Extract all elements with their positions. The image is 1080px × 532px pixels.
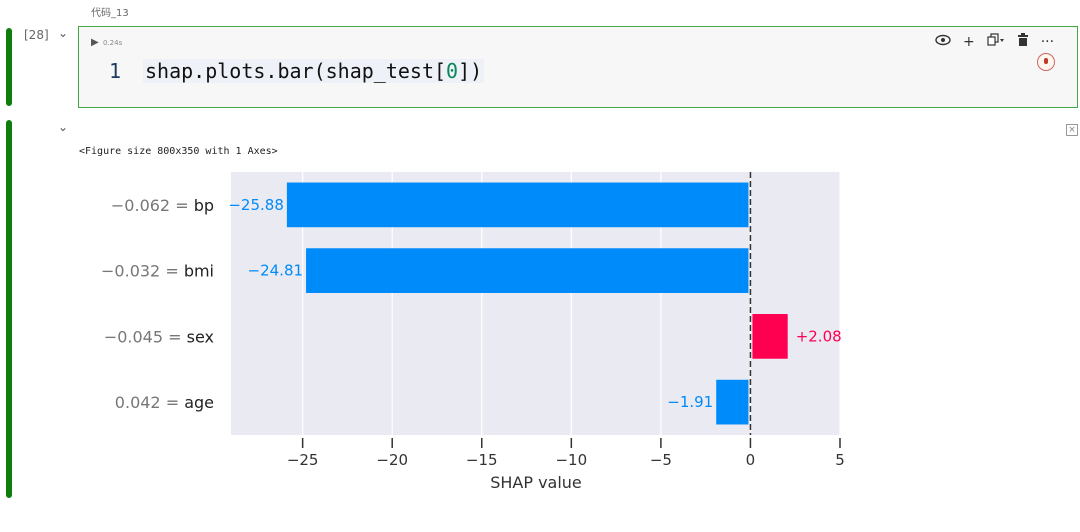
cell-execution-bar[interactable] xyxy=(6,28,12,106)
x-tick-label: −5 xyxy=(650,451,672,469)
collapse-input-chevron-icon[interactable]: ⌄ xyxy=(58,26,69,40)
line-number: 1 xyxy=(109,59,122,83)
run-cell-icon[interactable]: ▶ xyxy=(91,37,99,48)
x-tick-label: 0 xyxy=(746,451,756,469)
trash-icon[interactable] xyxy=(1017,33,1029,51)
hook-icon[interactable] xyxy=(1037,53,1055,71)
x-tick-label: −20 xyxy=(376,451,408,469)
bar-sex xyxy=(752,314,788,359)
clear-output-icon[interactable]: × xyxy=(1066,124,1078,136)
shap-bar-chart: −25.88 −24.81 +2.08 −1.91 −0.062 = bp −0.032… xyxy=(101,172,845,492)
y-tick-label: −0.045 = sex xyxy=(104,327,214,346)
cell-title: 代码_13 xyxy=(91,8,129,19)
execution-time: 0.24s xyxy=(103,39,123,47)
bar-value-label: −1.91 xyxy=(667,393,713,411)
code-index: 0 xyxy=(446,59,459,83)
ellipsis-icon[interactable]: ··· xyxy=(1040,34,1055,50)
bar-bmi xyxy=(306,248,749,293)
y-tick-label: −0.032 = bmi xyxy=(101,262,214,281)
code-line[interactable]: shap.plots.bar(shap_test[0]) xyxy=(143,59,485,83)
code-close: ]) xyxy=(458,59,483,83)
code-editor[interactable]: ▶ 0.24s 1 shap.plots.bar(shap_test[0]) +… xyxy=(78,26,1078,108)
bar-value-label: −25.88 xyxy=(228,196,284,214)
x-tick-label: 5 xyxy=(835,451,845,469)
plus-icon[interactable]: + xyxy=(963,34,975,50)
execution-count: [28] xyxy=(24,28,49,42)
bar-value-label: +2.08 xyxy=(796,327,842,345)
bar-age xyxy=(716,379,749,425)
x-tick-label: −15 xyxy=(466,451,498,469)
figure-caption: <Figure size 800x350 with 1 Axes> xyxy=(79,146,278,157)
eye-icon[interactable] xyxy=(935,34,951,50)
x-tick-label: −25 xyxy=(287,451,319,469)
x-tick-label: −10 xyxy=(555,451,587,469)
code-text: shap.plots.bar(shap_test[ xyxy=(145,59,447,83)
collapse-output-chevron-icon[interactable]: ⌄ xyxy=(58,120,69,134)
x-axis-label: SHAP value xyxy=(490,473,582,492)
copy-icon[interactable] xyxy=(987,33,1005,51)
y-tick-label: 0.042 = age xyxy=(115,393,214,412)
cell-toolbar: + ··· xyxy=(935,33,1054,51)
output-execution-bar[interactable] xyxy=(6,120,12,498)
bar-bp xyxy=(286,182,749,228)
bar-value-label: −24.81 xyxy=(248,262,304,280)
y-tick-label: −0.062 = bp xyxy=(111,196,214,215)
